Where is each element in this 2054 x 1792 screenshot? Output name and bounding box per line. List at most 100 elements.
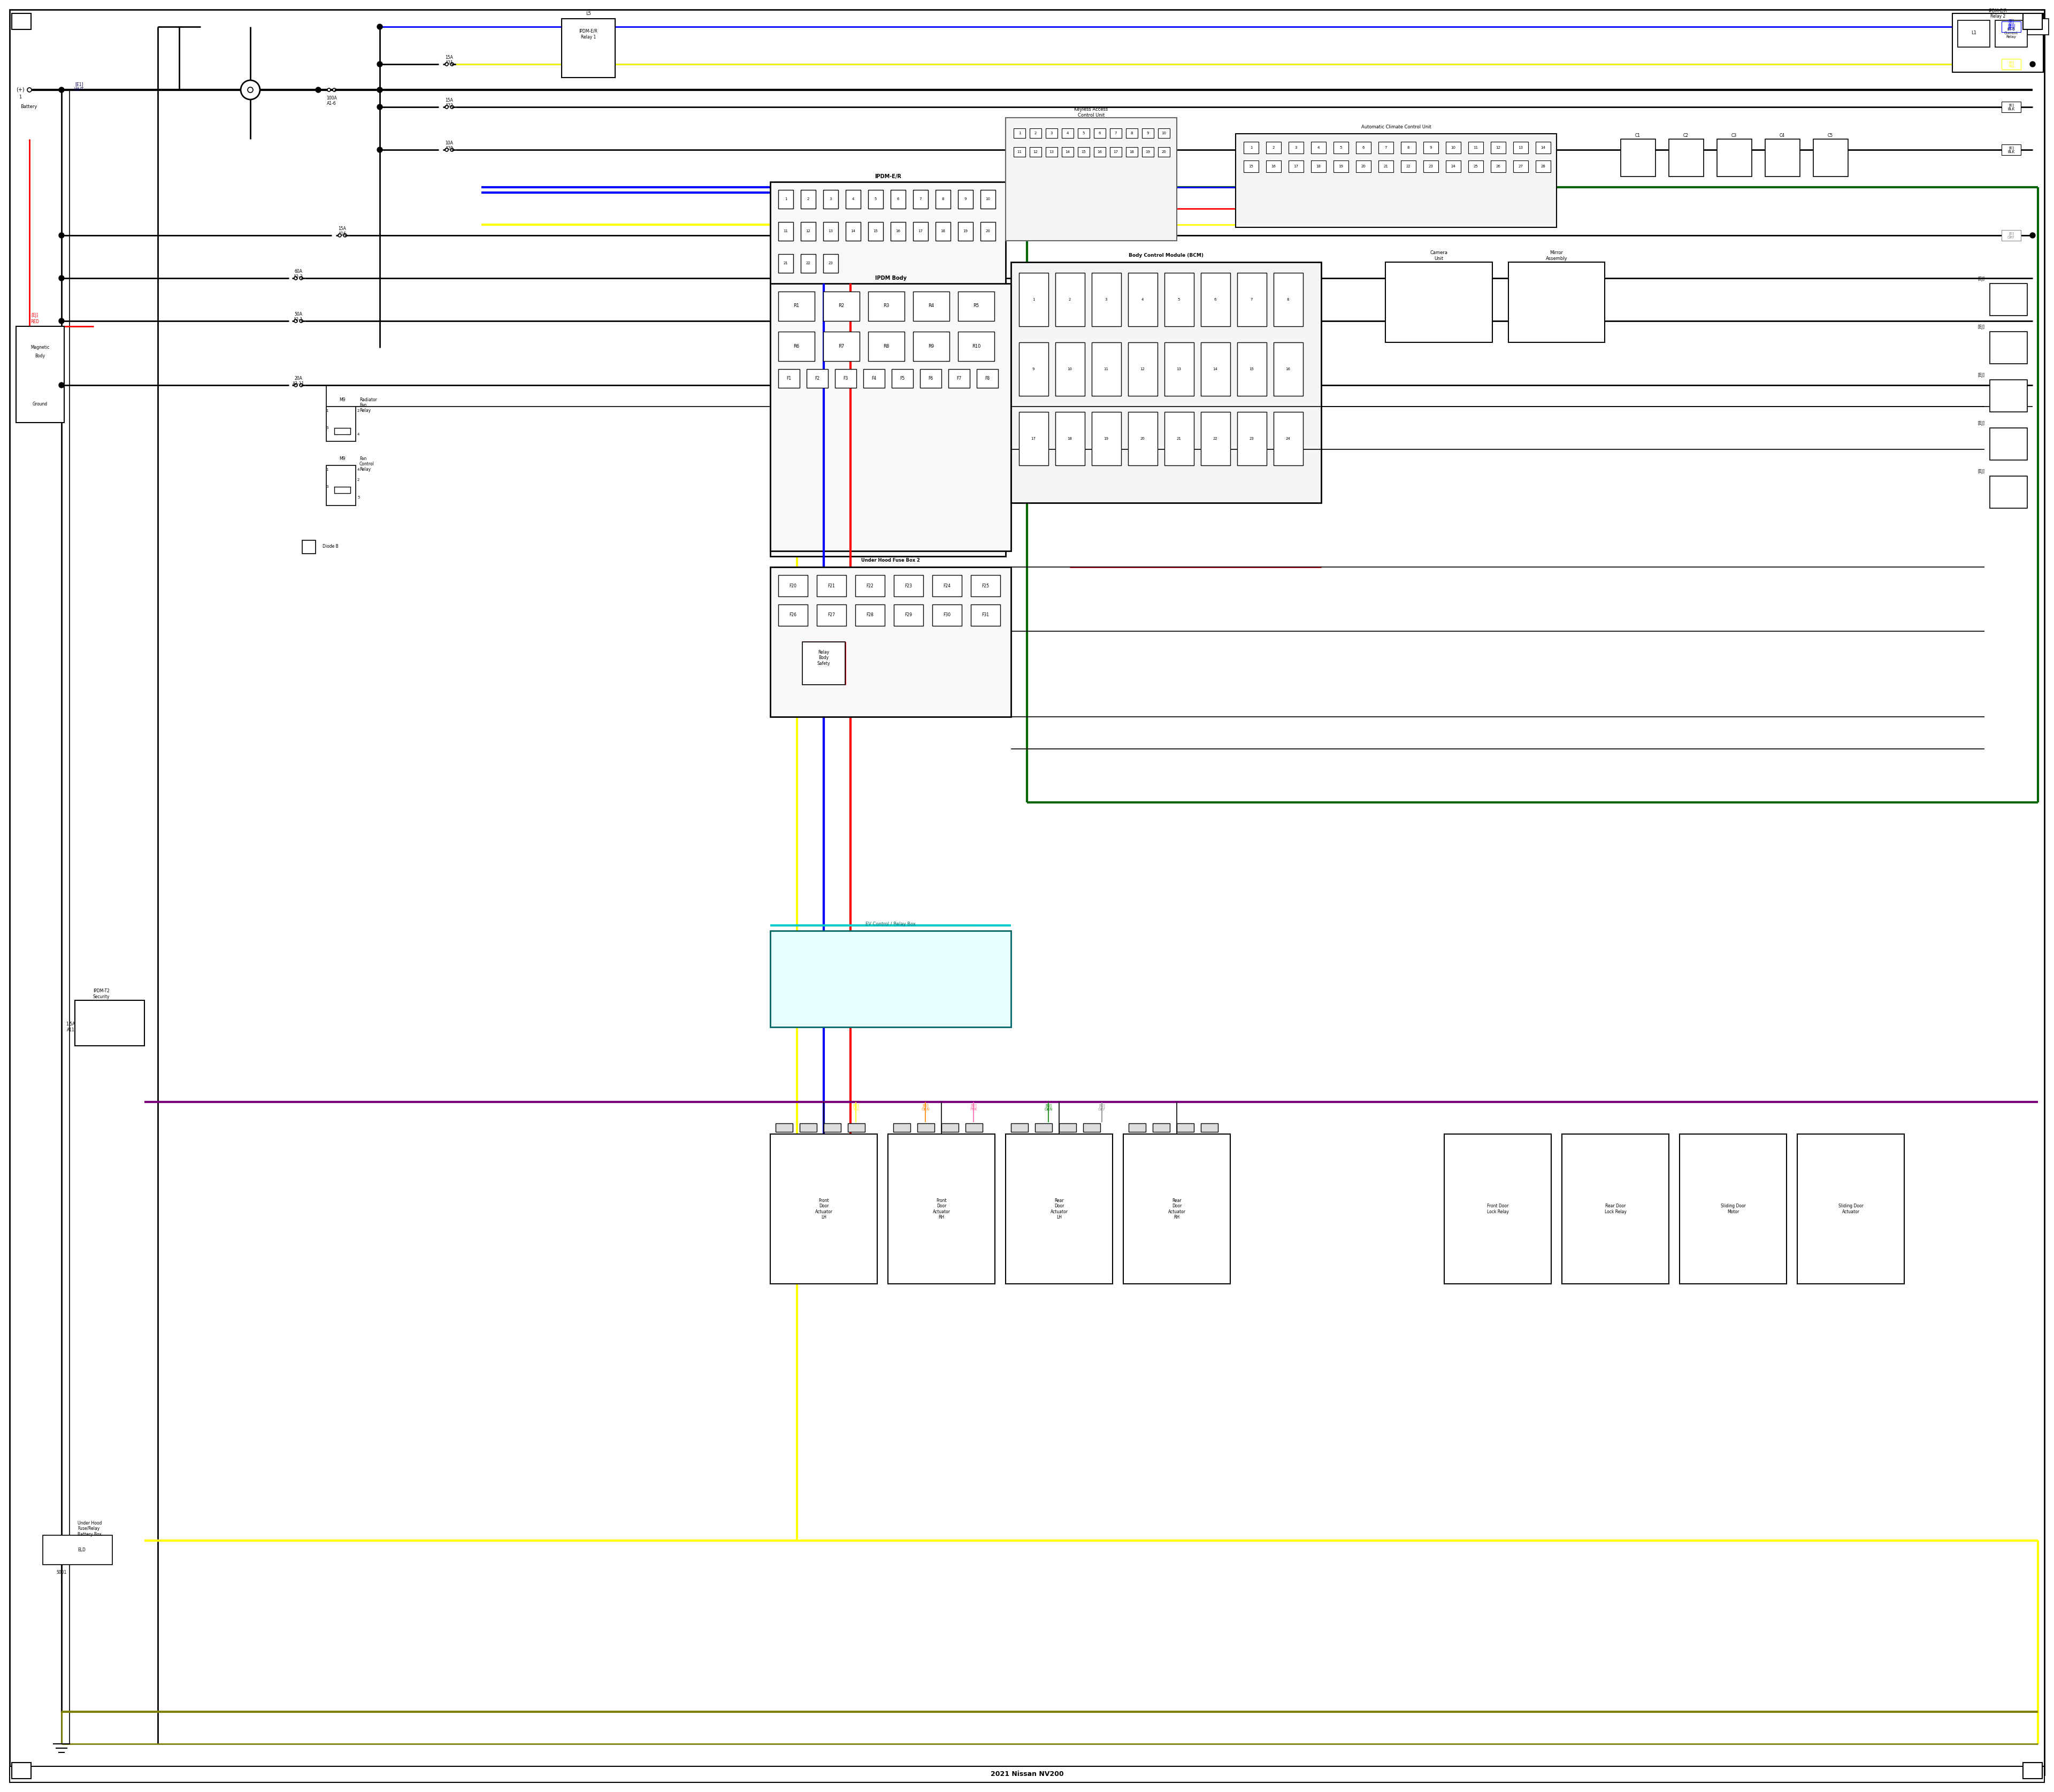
Bar (778, 254, 793, 272)
Text: F5: F5 (900, 376, 906, 380)
Text: [EJ]
YEL: [EJ] YEL (852, 1104, 859, 1111)
Text: 16: 16 (896, 229, 900, 233)
Bar (1237, 272, 1267, 326)
Circle shape (450, 63, 454, 66)
Circle shape (249, 88, 253, 93)
Text: Relay
Body
Safety: Relay Body Safety (817, 650, 830, 667)
Text: 12: 12 (805, 229, 811, 233)
Bar (914, 190, 928, 208)
Text: Automatic Climate Control Unit: Automatic Climate Control Unit (1362, 125, 1432, 129)
Text: S001: S001 (55, 1570, 66, 1575)
Text: 50A: 50A (294, 312, 302, 317)
Text: 1: 1 (1033, 297, 1035, 301)
Bar (1019, 412, 1048, 466)
Circle shape (327, 88, 331, 91)
Bar (854, 575, 885, 597)
Text: Relay 1: Relay 1 (581, 36, 596, 39)
Text: Rear
Door
Actuator
RH: Rear Door Actuator RH (1169, 1199, 1185, 1220)
Text: 9: 9 (1430, 145, 1432, 149)
Text: F24: F24 (943, 584, 951, 588)
Bar (1990, 477, 2027, 509)
Circle shape (450, 106, 454, 109)
Text: 16: 16 (1286, 367, 1290, 371)
Text: 20: 20 (986, 229, 990, 233)
Bar (778, 604, 807, 625)
Text: [EJ]: [EJ] (1978, 421, 1984, 426)
Bar (801, 254, 815, 272)
Bar (1491, 161, 1506, 172)
Bar (957, 190, 974, 208)
Text: 6: 6 (1099, 131, 1101, 134)
Text: Under Hood Fuse Box 2: Under Hood Fuse Box 2 (861, 557, 920, 563)
Bar (1078, 129, 1089, 138)
Text: F28: F28 (867, 613, 873, 618)
Bar (1124, 1134, 1230, 1283)
Bar (1202, 272, 1230, 326)
Text: [EJ]
ORN: [EJ] ORN (922, 1104, 930, 1111)
Text: 10: 10 (1068, 367, 1072, 371)
Text: 18: 18 (1317, 165, 1321, 168)
Text: [E]
BLK: [E] BLK (2007, 147, 2015, 154)
Text: 13: 13 (1050, 151, 1054, 154)
Bar (824, 190, 838, 208)
Text: [E]
YEL: [E] YEL (2009, 61, 2015, 68)
Circle shape (450, 149, 454, 151)
Text: Radiator: Radiator (359, 398, 378, 403)
Bar (1056, 342, 1085, 396)
Text: 16: 16 (1097, 151, 1103, 154)
Text: 15A: 15A (446, 56, 454, 59)
Text: 12: 12 (1140, 367, 1144, 371)
Bar (2001, 59, 2021, 70)
Bar (327, 466, 355, 505)
Text: 13: 13 (1177, 367, 1181, 371)
Text: [E]
BLU: [E] BLU (2007, 23, 2015, 30)
Bar (1045, 147, 1058, 156)
Text: 100A: 100A (327, 95, 337, 100)
Text: Body: Body (35, 353, 45, 358)
Text: 4: 4 (1066, 131, 1068, 134)
Text: 13: 13 (828, 229, 834, 233)
Text: 11: 11 (1103, 367, 1109, 371)
Bar (1177, 1124, 1193, 1133)
Bar (1152, 1124, 1171, 1133)
Text: [EJ]: [EJ] (31, 314, 39, 317)
Text: (+): (+) (16, 88, 25, 93)
Text: C4: C4 (1779, 133, 1785, 138)
Text: Body Control Module (BCM): Body Control Module (BCM) (1128, 253, 1204, 258)
Circle shape (378, 147, 382, 152)
Bar (12, 1763, 31, 1779)
Text: 6: 6 (1214, 297, 1216, 301)
Bar (1990, 428, 2027, 461)
Circle shape (2029, 61, 2036, 66)
Circle shape (60, 276, 64, 281)
Text: 9: 9 (963, 197, 967, 201)
Text: [EJ]: [EJ] (1978, 324, 1984, 330)
Bar (1243, 161, 1259, 172)
Text: Rear
Door
Actuator
LH: Rear Door Actuator LH (1050, 1199, 1068, 1220)
Bar (803, 642, 844, 685)
Text: 2: 2 (807, 197, 809, 201)
Bar (1045, 129, 1058, 138)
Text: IPDM-E/R
Relay 2: IPDM-E/R Relay 2 (1988, 9, 2007, 18)
Bar (978, 369, 998, 387)
Text: 14: 14 (1540, 145, 1545, 149)
Text: 60A: 60A (294, 269, 302, 274)
Bar (1333, 161, 1349, 172)
Text: Diode B: Diode B (322, 545, 339, 548)
Bar (1310, 142, 1327, 154)
Text: 20: 20 (1362, 165, 1366, 168)
Bar (43, 1536, 113, 1564)
Text: A2-1: A2-1 (294, 317, 304, 323)
Text: 18: 18 (1068, 437, 1072, 441)
Bar (1237, 412, 1267, 466)
Bar (1109, 129, 1121, 138)
Text: 18: 18 (941, 229, 945, 233)
Circle shape (27, 88, 31, 91)
Circle shape (333, 88, 337, 91)
Bar (980, 190, 996, 208)
Text: 4: 4 (357, 468, 359, 471)
Bar (1158, 129, 1171, 138)
Text: F30: F30 (943, 613, 951, 618)
Text: 5: 5 (1339, 145, 1341, 149)
Text: R4: R4 (928, 303, 935, 308)
